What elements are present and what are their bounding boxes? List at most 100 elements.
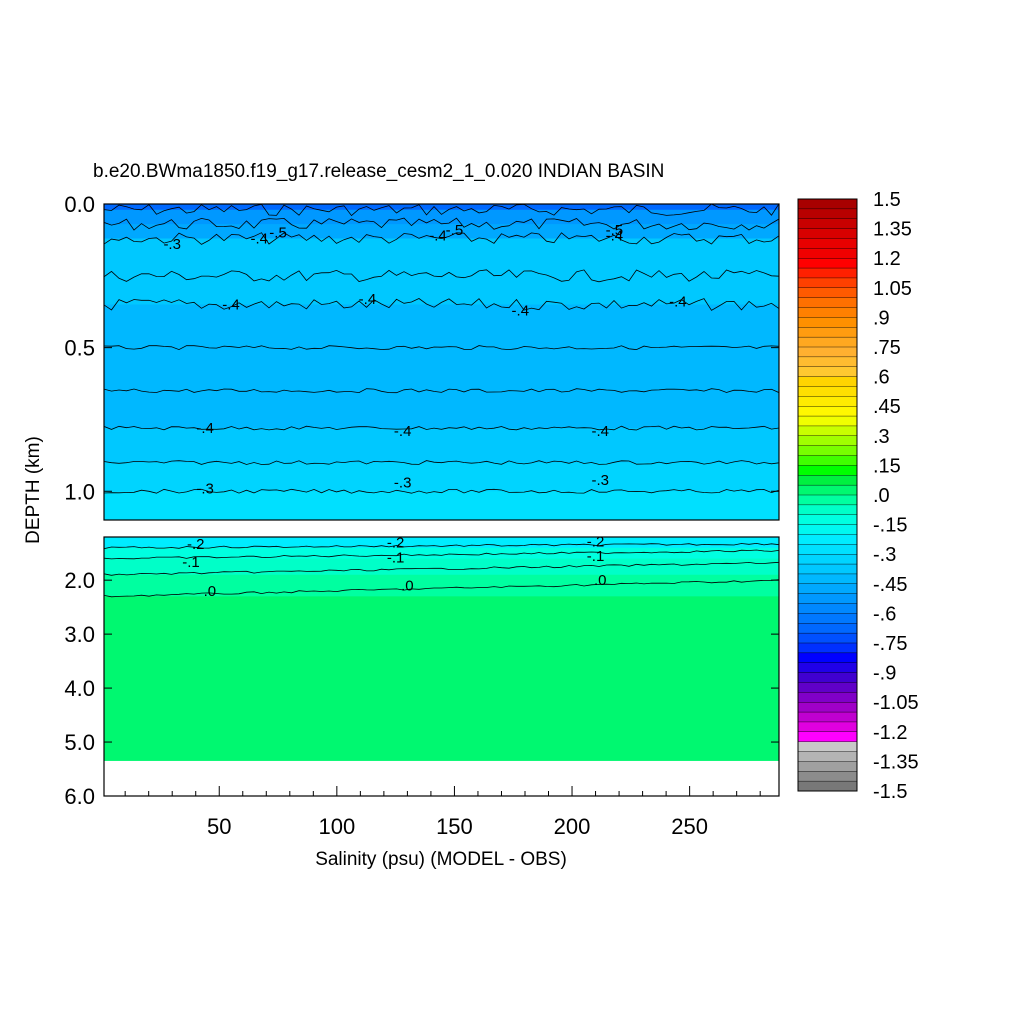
contour-label: -.4 — [394, 423, 412, 440]
contour-label: -.1 — [387, 550, 405, 567]
colorbar-swatch — [797, 258, 858, 269]
colorbar-swatch — [797, 297, 858, 309]
colorbar-swatch — [797, 672, 858, 683]
colorbar-swatch — [797, 514, 858, 526]
colorbar-swatch — [797, 692, 858, 703]
contour-label: -.1 — [587, 548, 605, 565]
colorbar-swatch — [797, 465, 858, 476]
panel-frame — [103, 536, 780, 797]
x-tick-label: 250 — [671, 814, 708, 839]
contour-label: -.3 — [196, 480, 214, 497]
contour-band — [104, 304, 779, 349]
colorbar-label: -1.05 — [873, 692, 919, 714]
contour-label: -.5 — [446, 222, 464, 239]
contour-band — [104, 204, 779, 211]
contour-band — [104, 491, 779, 520]
x-axis: 50 100 150 200 250 — [124, 786, 761, 839]
contour-line — [104, 488, 779, 494]
colorbar-swatch — [797, 277, 858, 289]
colorbar-swatch — [797, 307, 858, 318]
contour-band — [104, 209, 779, 225]
colorbar-label: .6 — [873, 367, 890, 389]
colorbar-swatch — [797, 317, 858, 328]
colorbar-swatch — [797, 386, 858, 397]
contour-line — [104, 269, 779, 283]
colorbar-swatch — [797, 287, 858, 299]
y-tick-label: 1.0 — [64, 479, 95, 504]
colorbar-label: .45 — [873, 396, 901, 418]
panel-frame — [103, 203, 780, 521]
colorbar-swatch — [797, 327, 858, 338]
colorbar-label: -1.5 — [873, 781, 907, 803]
colorbar-label: 1.05 — [873, 278, 912, 300]
colorbar-label: -.15 — [873, 515, 907, 537]
contour-line — [104, 345, 779, 351]
contour-label: -.3 — [394, 475, 412, 492]
colorbar-swatch — [797, 721, 858, 733]
colorbar-label: 1.35 — [873, 219, 912, 241]
contour-label: -.3 — [591, 472, 609, 489]
colorbar-swatch — [797, 593, 858, 605]
contour-label: -.2 — [187, 536, 205, 553]
contour-label: -.4 — [429, 228, 447, 245]
contour-label: -.4 — [196, 420, 214, 437]
colorbar-label: .15 — [873, 455, 901, 477]
colorbar-swatch — [797, 445, 858, 457]
contour-label: -.4 — [222, 297, 240, 314]
colorbar-swatch — [797, 603, 858, 614]
colorbar-label: -.75 — [873, 633, 907, 655]
colorbar-label: 1.2 — [873, 248, 901, 270]
colorbar-swatch — [797, 346, 858, 358]
contour-label: -.4 — [669, 294, 687, 311]
colorbar-swatch — [797, 435, 858, 447]
colorbar-swatch — [797, 376, 858, 387]
colorbar-label: -1.35 — [873, 751, 919, 773]
colorbar-swatch — [797, 751, 858, 762]
contour-line — [104, 561, 779, 576]
contour-label: -.1 — [182, 554, 200, 571]
colorbar-label: -.45 — [873, 574, 907, 596]
y-tick-label: 0.5 — [64, 336, 95, 361]
contour-line — [104, 542, 779, 550]
contour-line — [104, 579, 779, 598]
colorbar-swatch — [797, 731, 858, 743]
colorbar-swatch — [797, 494, 858, 506]
colorbar-swatch — [797, 761, 858, 772]
colorbar-swatch — [797, 544, 858, 555]
x-tick-label: 200 — [554, 814, 591, 839]
y-tick-label: 3.0 — [64, 622, 95, 647]
colorbar-swatch — [797, 524, 858, 535]
colorbar-swatch — [797, 711, 858, 723]
colorbar-swatch — [797, 682, 858, 693]
colorbar-swatch — [797, 475, 858, 486]
contour-band — [104, 390, 779, 429]
y-tick-label: 0.0 — [64, 192, 95, 217]
contour-band — [104, 238, 779, 277]
contour-band — [104, 347, 779, 392]
colorbar-swatch — [797, 484, 858, 496]
contour-label: .0 — [594, 572, 607, 589]
contour-label: -.4 — [606, 228, 624, 245]
colorbar-swatch — [797, 336, 858, 348]
chart-title: b.e20.BWma1850.f19_g17.release_cesm2_1_0… — [93, 161, 664, 182]
colorbar-swatch — [797, 366, 858, 378]
contour-band — [104, 462, 779, 492]
contour-line — [104, 232, 779, 245]
contour-line — [104, 217, 779, 231]
colorbar-swatch — [797, 563, 858, 575]
y-tick-label: 6.0 — [64, 784, 95, 809]
y-tick-label: 5.0 — [64, 730, 95, 755]
contour-line — [104, 298, 779, 311]
contour-band — [104, 558, 779, 576]
x-tick-label: 50 — [207, 814, 231, 839]
contour-label: -.4 — [512, 302, 530, 319]
contour-line — [104, 204, 779, 217]
upper-panel: -.3 -.4 -.5 -.4-.5 -.5-.4-.4 -.4-.4-.4-.4 -.4-… — [64, 192, 780, 521]
lower-panel: -.2-.1-.2-.1-.2-.1.0.0.02.03.04.05.06.0 — [64, 533, 780, 809]
contour-label: .0 — [204, 583, 217, 600]
contour-label: -.4 — [250, 230, 268, 247]
contour-label: -.3 — [163, 236, 181, 253]
contour-line — [104, 460, 779, 465]
